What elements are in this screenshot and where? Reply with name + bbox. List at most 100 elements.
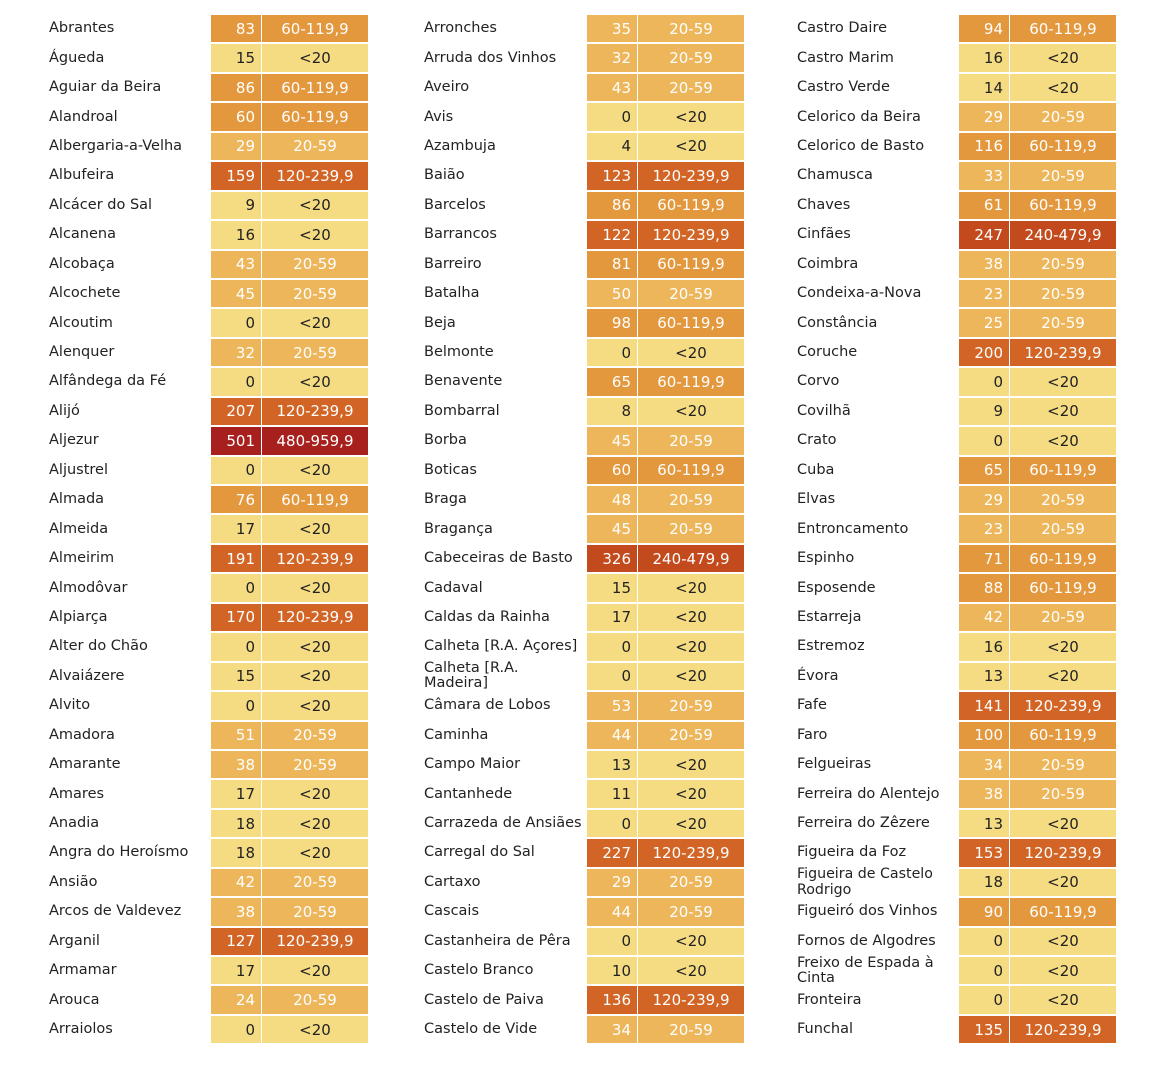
rate-range: 20-59 xyxy=(638,868,744,897)
rate-value: 33 xyxy=(959,162,1010,190)
municipality-name: Corvo xyxy=(797,373,840,390)
municipality-name: Alcácer do Sal xyxy=(49,196,153,213)
municipality-name: Castanheira de Pêra xyxy=(424,932,571,949)
table-row: Alter do Chão 0 <20 xyxy=(0,632,1167,661)
table-row: Figueiró dos Vinhos 90 60-119,9 xyxy=(0,897,1167,926)
rate-range: <20 xyxy=(638,927,744,955)
rate-value: 0 xyxy=(211,574,262,602)
rate-range: <20 xyxy=(638,103,744,131)
table-row: Armamar 17 <20 xyxy=(0,956,1167,985)
municipality-name: Chaves xyxy=(797,196,851,213)
rate-range: <20 xyxy=(638,574,744,602)
rate-value: 4 xyxy=(587,132,638,161)
table-row: Arouca 24 20-59 xyxy=(0,985,1167,1014)
municipality-name: Baião xyxy=(424,167,465,184)
rate-range: 60-119,9 xyxy=(1010,191,1116,220)
table-row: Braga 48 20-59 xyxy=(0,485,1167,514)
rate-value: 17 xyxy=(211,957,262,985)
rate-range: 120-239,9 xyxy=(262,397,368,426)
table-row: Almodôvar 0 <20 xyxy=(0,573,1167,602)
table-row: Cadaval 15 <20 xyxy=(0,573,1167,602)
rate-range: <20 xyxy=(262,809,368,838)
table-row: Fornos de Algodres 0 <20 xyxy=(0,927,1167,956)
municipality-name: Caldas da Rainha xyxy=(424,608,550,625)
municipality-name: Amares xyxy=(49,785,105,802)
municipality-name: Figueira da Foz xyxy=(797,844,907,861)
rate-value: 191 xyxy=(211,544,262,573)
rate-range: <20 xyxy=(1010,73,1116,102)
rate-range: <20 xyxy=(638,633,744,661)
table-row: Angra do Heroísmo 18 <20 xyxy=(0,838,1167,867)
table-row: Coimbra 38 20-59 xyxy=(0,250,1167,279)
table-row: Cinfães 247 240-479,9 xyxy=(0,220,1167,249)
rate-value: 122 xyxy=(587,221,638,249)
municipality-name: Celorico de Basto xyxy=(797,137,925,154)
rate-range: 60-119,9 xyxy=(1010,898,1116,926)
rate-range: <20 xyxy=(262,221,368,249)
rate-range: <20 xyxy=(1010,633,1116,661)
rate-value: 81 xyxy=(587,250,638,278)
rate-range: 60-119,9 xyxy=(638,456,744,484)
municipality-name: Elvas xyxy=(797,491,836,508)
municipality-name: Castro Daire xyxy=(797,20,888,37)
rate-value: 0 xyxy=(587,103,638,131)
table-row: Fafe 141 120-239,9 xyxy=(0,691,1167,720)
rate-value: 17 xyxy=(211,780,262,808)
rate-value: 38 xyxy=(211,750,262,779)
rate-value: 90 xyxy=(959,898,1010,926)
table-row: Felgueiras 34 20-59 xyxy=(0,750,1167,779)
rate-range: <20 xyxy=(262,662,368,691)
rate-range: 20-59 xyxy=(638,73,744,102)
rate-range: <20 xyxy=(262,574,368,602)
table-row: Cantanhede 11 <20 xyxy=(0,779,1167,808)
table-row: Abrantes 83 60-119,9 xyxy=(0,14,1167,43)
rate-value: 135 xyxy=(959,1015,1010,1044)
municipality-name: Beja xyxy=(424,314,456,331)
rate-value: 38 xyxy=(959,780,1010,808)
rate-value: 50 xyxy=(587,279,638,308)
table-row: Anadia 18 <20 xyxy=(0,809,1167,838)
table-row: Castelo de Paiva 136 120-239,9 xyxy=(0,985,1167,1014)
municipality-name: Carregal do Sal xyxy=(424,844,535,861)
rate-range: 120-239,9 xyxy=(638,221,744,249)
rate-range: 120-239,9 xyxy=(1010,839,1116,867)
rate-value: 0 xyxy=(587,662,638,691)
rate-range: 20-59 xyxy=(1010,515,1116,543)
municipality-name: Caminha xyxy=(424,726,489,743)
rate-range: 60-119,9 xyxy=(262,73,368,102)
rate-value: 0 xyxy=(587,338,638,367)
municipality-name: Arronches xyxy=(424,20,497,37)
rate-range: 20-59 xyxy=(262,132,368,161)
rate-value: 15 xyxy=(211,662,262,691)
rate-range: 20-59 xyxy=(1010,162,1116,190)
table-row: Funchal 135 120-239,9 xyxy=(0,1015,1167,1044)
table-row: Ansião 42 20-59 xyxy=(0,868,1167,897)
municipality-name: Castelo de Vide xyxy=(424,1021,538,1038)
municipality-name: Estarreja xyxy=(797,608,862,625)
table-row: Constância 25 20-59 xyxy=(0,308,1167,337)
table-row: Almeida 17 <20 xyxy=(0,514,1167,543)
table-row: Amarante 38 20-59 xyxy=(0,750,1167,779)
rate-value: 16 xyxy=(959,633,1010,661)
municipality-name: Amarante xyxy=(49,756,121,773)
rate-value: 0 xyxy=(211,1015,262,1044)
rate-value: 159 xyxy=(211,162,262,190)
table-row: Bombarral 8 <20 xyxy=(0,397,1167,426)
rate-value: 53 xyxy=(587,692,638,720)
rate-value: 100 xyxy=(959,721,1010,749)
rate-range: <20 xyxy=(262,44,368,72)
municipality-name: Fornos de Algodres xyxy=(797,932,936,949)
rate-range: <20 xyxy=(1010,368,1116,396)
rate-range: 20-59 xyxy=(638,1015,744,1044)
rate-range: <20 xyxy=(1010,927,1116,955)
table-column: Castro Daire 94 60-119,9 Castro Marim 16 <20 C… xyxy=(0,14,1167,1044)
rate-range: <20 xyxy=(638,397,744,426)
rate-range: 60-119,9 xyxy=(1010,132,1116,161)
municipality-name: Alandroal xyxy=(49,108,118,125)
rate-range: 480-959,9 xyxy=(262,427,368,455)
municipality-name: Batalha xyxy=(424,285,480,302)
rate-value: 86 xyxy=(587,191,638,220)
municipality-name: Castro Marim xyxy=(797,49,894,66)
rate-range: 120-239,9 xyxy=(262,603,368,632)
table-row: Barcelos 86 60-119,9 xyxy=(0,191,1167,220)
